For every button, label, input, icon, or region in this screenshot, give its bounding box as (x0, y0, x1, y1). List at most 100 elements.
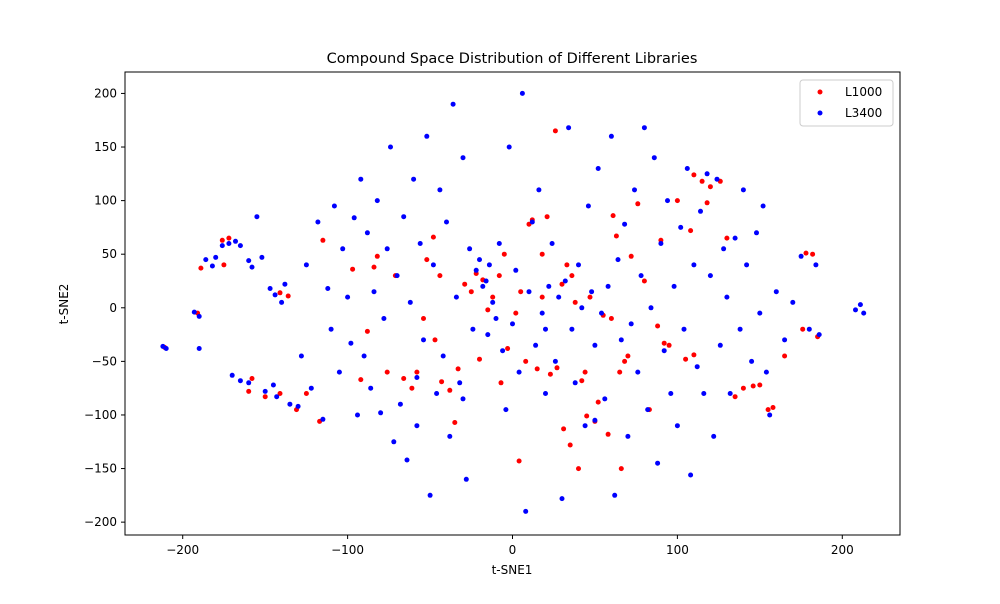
point-l3400 (411, 176, 417, 182)
point-l1000 (554, 365, 560, 371)
point-l3400 (430, 262, 436, 268)
point-l1000 (691, 352, 697, 358)
point-l3400 (407, 299, 413, 305)
point-l1000 (518, 289, 524, 295)
point-l1000 (523, 358, 529, 364)
point-l3400 (233, 238, 238, 244)
point-l3400 (641, 125, 647, 131)
point-l3400 (298, 353, 304, 359)
x-tick-label: 0 (509, 543, 517, 557)
point-l3400 (203, 257, 209, 263)
point-l1000 (516, 458, 522, 464)
point-l1000 (414, 369, 420, 375)
point-l3400 (368, 385, 374, 391)
point-l3400 (595, 166, 601, 171)
point-l3400 (361, 353, 367, 359)
point-l1000 (285, 293, 291, 299)
point-l1000 (757, 382, 763, 388)
point-l3400 (226, 241, 232, 246)
point-l3400 (287, 401, 293, 407)
point-l3400 (282, 281, 288, 287)
chart-title: Compound Space Distribution of Different… (327, 51, 698, 67)
point-l1000 (513, 310, 519, 316)
point-l1000 (576, 466, 581, 472)
point-l3400 (694, 364, 700, 370)
point-l3400 (308, 385, 314, 391)
y-tick-label: −150 (84, 462, 117, 476)
point-l1000 (437, 273, 443, 279)
point-l3400 (414, 423, 420, 429)
point-l3400 (279, 299, 285, 305)
point-l1000 (803, 250, 809, 256)
ticks-layer: −200 −100 0 100 200 −200 −150 −100 −50 0 50 100 150 2… (84, 86, 854, 557)
point-l3400 (163, 346, 169, 351)
point-l3400 (618, 337, 624, 343)
point-l3400 (566, 125, 572, 131)
point-l3400 (460, 155, 466, 161)
point-l3400 (645, 407, 651, 413)
point-l1000 (628, 253, 634, 259)
point-l3400 (665, 198, 670, 204)
point-l1000 (666, 342, 672, 348)
point-l3400 (790, 299, 796, 305)
point-l1000 (569, 273, 575, 279)
point-l3400 (267, 286, 273, 291)
point-l3400 (638, 273, 644, 279)
point-l1000 (750, 383, 756, 389)
point-l3400 (500, 348, 506, 354)
point-l3400 (191, 309, 197, 315)
point-l3400 (539, 310, 545, 316)
point-l3400 (262, 388, 268, 394)
point-l3400 (798, 253, 804, 259)
y-tick-label: 50 (102, 247, 117, 261)
point-l1000 (625, 353, 631, 359)
point-l1000 (617, 369, 623, 375)
point-l3400 (254, 214, 260, 220)
point-l3400 (622, 221, 628, 227)
point-l3400 (732, 235, 738, 241)
point-l1000 (613, 233, 619, 239)
point-l1000 (635, 201, 641, 207)
plot-frame (124, 71, 901, 536)
point-l3400 (328, 326, 334, 332)
point-l3400 (457, 380, 463, 386)
point-l3400 (721, 246, 727, 252)
point-l1000 (447, 387, 453, 393)
point-l3400 (760, 203, 766, 209)
legend-label-l1000: L1000 (845, 85, 882, 99)
point-l1000 (374, 253, 380, 259)
point-l3400 (463, 476, 469, 482)
point-l3400 (519, 90, 525, 96)
point-l3400 (767, 412, 773, 418)
point-l3400 (668, 391, 674, 396)
point-l1000 (579, 378, 585, 384)
y-tick-label: 100 (94, 194, 117, 208)
point-l3400 (526, 289, 532, 295)
point-l3400 (608, 133, 614, 139)
point-l3400 (450, 101, 456, 107)
point-l3400 (434, 391, 440, 396)
point-l3400 (427, 492, 433, 498)
point-l3400 (717, 342, 723, 348)
point-l3400 (513, 267, 519, 273)
point-l3400 (605, 283, 611, 289)
point-l3400 (414, 375, 420, 380)
point-l1000 (198, 265, 204, 271)
point-l1000 (358, 377, 364, 383)
point-l3400 (259, 254, 265, 260)
point-l1000 (605, 431, 611, 437)
point-l3400 (572, 380, 578, 386)
point-l1000 (477, 356, 482, 362)
point-l1000 (655, 323, 661, 329)
x-tick-label: −200 (166, 543, 199, 557)
point-l1000 (277, 290, 283, 296)
y-tick-label: 150 (94, 140, 117, 154)
point-l3400 (272, 292, 278, 298)
point-l3400 (562, 278, 568, 284)
point-l1000 (641, 278, 647, 284)
point-l3400 (674, 423, 680, 429)
point-l3400 (358, 176, 364, 182)
point-l3400 (303, 262, 309, 268)
point-l1000 (618, 466, 624, 472)
point-l3400 (480, 283, 486, 289)
